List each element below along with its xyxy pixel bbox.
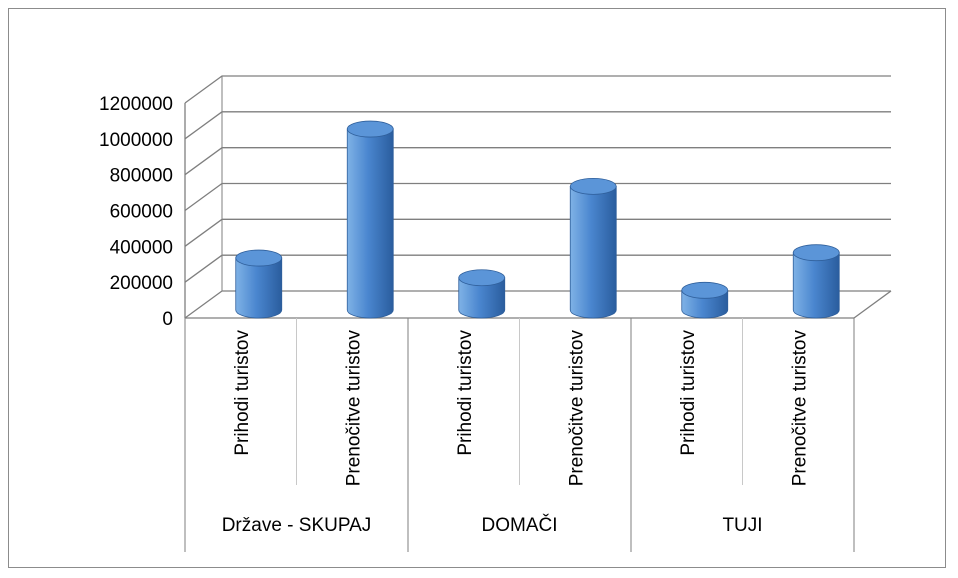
bar	[458, 269, 506, 319]
axes	[184, 103, 855, 552]
bar-top	[346, 120, 394, 138]
chart-svg: 0 200000 400000 600000 800000 1000000 1200000 P…	[99, 75, 892, 552]
bar	[235, 249, 283, 319]
bar-body	[792, 252, 840, 319]
group-label: DOMAČI	[482, 514, 558, 536]
category-label: Prihodi turistov	[232, 330, 253, 456]
gridline	[184, 182, 891, 212]
y-tick-label: 600000	[110, 202, 173, 223]
chart-area: 0 200000 400000 600000 800000 1000000 1200000 P…	[8, 8, 946, 568]
y-tick-label: 1200000	[99, 94, 173, 115]
gridline	[184, 218, 891, 247]
gridline	[184, 75, 891, 104]
bar	[792, 244, 840, 319]
category-label: Prihodi turistov	[678, 330, 699, 456]
gridline	[184, 111, 891, 140]
bar-top	[569, 177, 617, 195]
bar	[346, 120, 394, 319]
gridline	[184, 290, 891, 319]
y-tick-label: 1000000	[99, 130, 173, 151]
y-tick-label: 400000	[110, 237, 173, 258]
bar-body	[569, 185, 617, 319]
y-tick-label: 800000	[110, 166, 173, 187]
bar-top	[792, 244, 840, 262]
gridline	[184, 254, 891, 283]
bar-top	[458, 269, 506, 287]
category-label: Prenočitve turistov	[343, 330, 364, 487]
bar-top	[681, 281, 729, 299]
bar-body	[346, 128, 394, 319]
category-label: Prihodi turistov	[455, 330, 476, 456]
gridlines	[184, 75, 892, 319]
gridline	[184, 147, 891, 176]
bar	[569, 177, 617, 319]
category-label: Prenočitve turistov	[566, 330, 587, 487]
bar-body	[458, 277, 506, 319]
bar	[681, 281, 729, 319]
bars	[235, 120, 840, 319]
category-label: Prenočitve turistov	[789, 330, 810, 487]
bar-body	[235, 257, 283, 319]
y-tick-label: 0	[162, 309, 173, 330]
group-label: Države - SKUPAJ	[222, 515, 372, 536]
group-label: TUJI	[722, 515, 762, 536]
bar-top	[235, 249, 283, 267]
floor-edge	[853, 290, 892, 319]
y-tick-label: 200000	[110, 273, 173, 294]
labels: 0 200000 400000 600000 800000 1000000 1200000 P…	[99, 94, 810, 536]
